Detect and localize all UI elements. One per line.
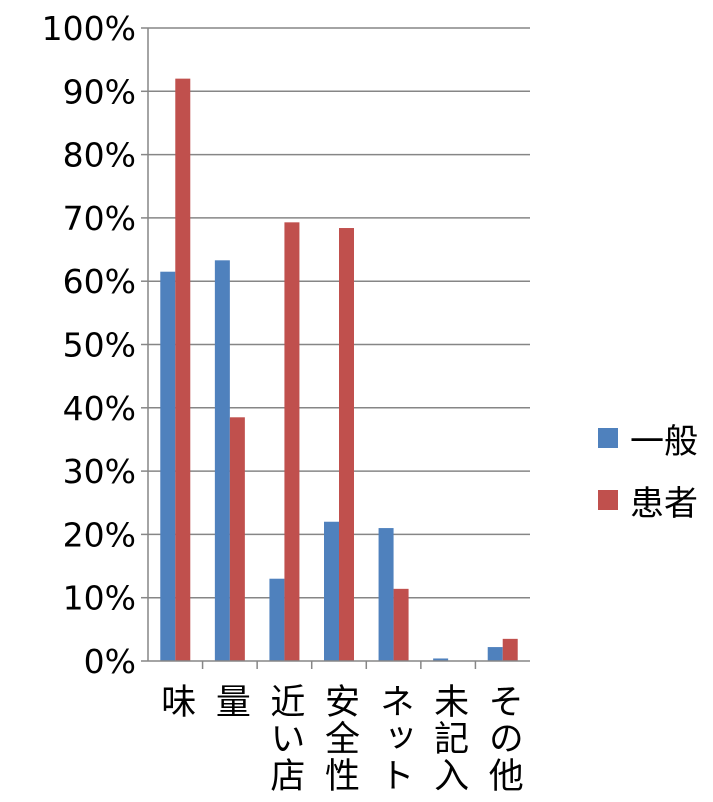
bar-series-1 [160,271,176,661]
legend-item-series-1: 一般 [598,418,698,462]
y-tick-label: 100% [42,9,136,48]
legend: 一般 患者 [598,418,698,542]
x-category-label: 味 [155,683,195,720]
x-category-label: 未記入 [428,683,468,794]
legend-label-series-1: 一般 [630,421,698,462]
bars [160,78,518,661]
legend-swatch-series-1 [598,428,618,448]
y-axis-ticks: 0% 10% 20% 30% 40% 50% 60% 70% 80% 90% 100% [42,9,148,681]
bar-series-2 [284,222,300,661]
bar-series-2 [393,588,409,661]
legend-item-series-2: 患者 [598,480,698,524]
bar-series-1 [487,647,503,661]
legend-label-series-2: 患者 [630,483,698,524]
y-tick-label: 90% [63,72,136,111]
bar-series-1 [324,521,339,661]
bar-series-1 [433,658,449,661]
x-axis-categories: 味量近い店 安全性 ネット 未記入 その他 [155,683,523,794]
x-category-label: 安全性 [319,683,360,794]
x-category-label: ネット [374,683,414,794]
bar-series-1 [214,260,230,661]
y-tick-label: 20% [63,515,136,554]
x-category-label: 量 [210,683,250,720]
y-tick-label: 60% [63,262,136,301]
y-tick-label: 40% [63,389,136,428]
bar-series-2 [339,228,354,661]
x-category-label: その他 [483,683,524,794]
bar-series-2 [502,638,518,661]
x-category-label: 近い店 [264,683,304,794]
y-tick-label: 10% [63,579,136,618]
bar-series-2 [175,78,191,661]
bar-series-2 [229,417,245,661]
bar-series-1 [269,578,285,661]
legend-swatch-series-2 [598,490,618,510]
y-tick-label: 30% [63,452,136,491]
axes [147,28,530,669]
y-tick-label: 0% [84,642,136,681]
y-tick-label: 80% [63,136,136,175]
bar-series-1 [378,528,394,661]
y-tick-label: 50% [63,326,136,365]
y-tick-label: 70% [63,199,136,238]
